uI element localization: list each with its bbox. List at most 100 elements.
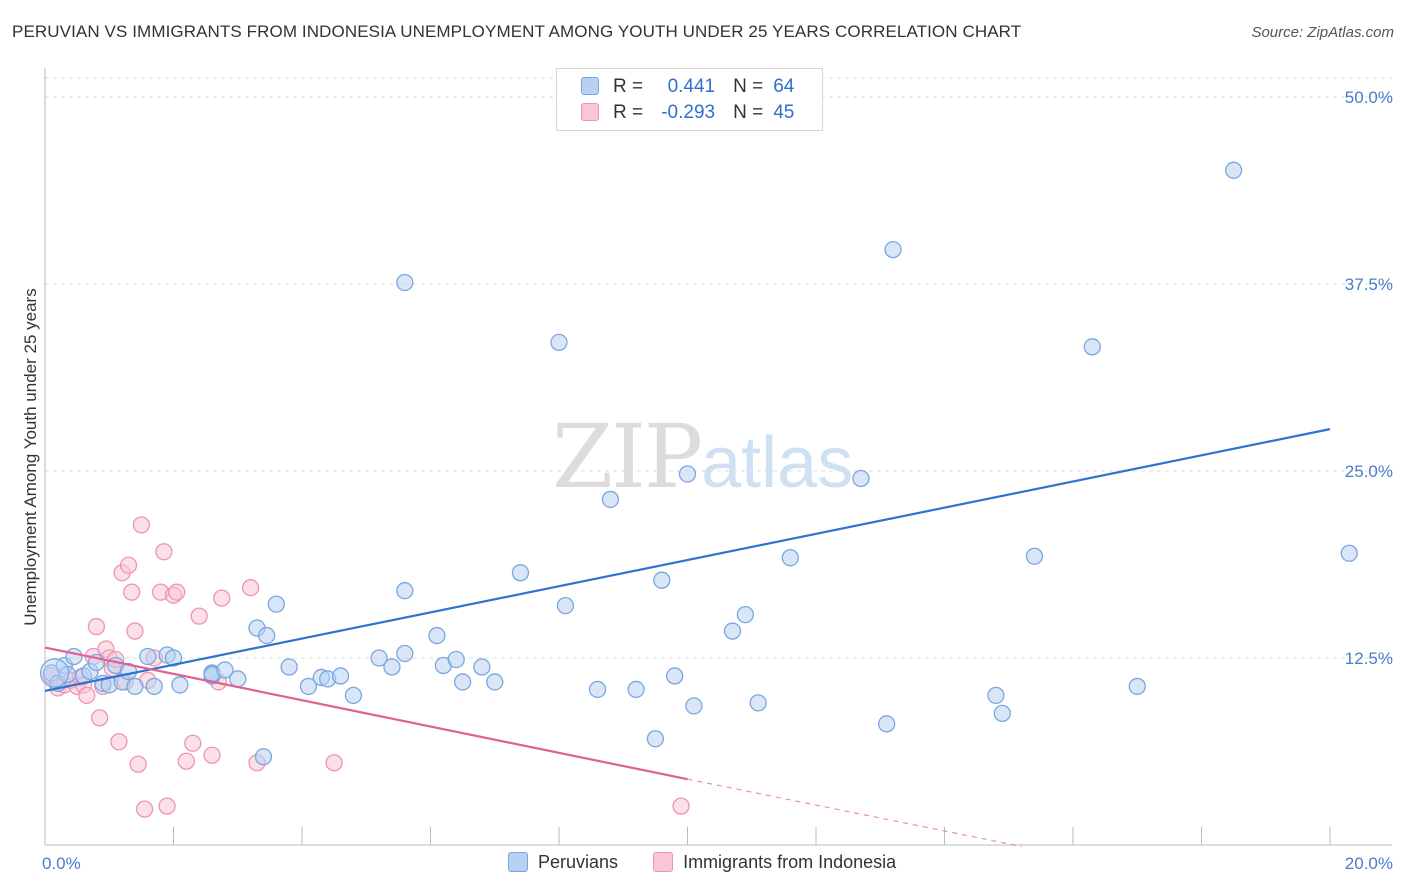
peruvian-point [396,273,414,292]
peruvian-point [878,715,896,733]
peruvian-point [216,661,234,679]
peruvian-point [1083,338,1101,356]
peruvian-point [1025,547,1044,565]
y-tick-label: 37.5% [1345,275,1393,294]
legend-n-value: 64 [773,76,795,97]
legend-swatch-blue [508,852,528,872]
peruvian-point [646,730,665,748]
peruvian-point [428,626,446,645]
peruvian-point [126,677,144,696]
y-tick-label: 25.0% [1345,462,1393,481]
peruvian-point [65,647,83,666]
peruvian-point [171,676,189,694]
y-axis-label: Unemployment Among Youth under 25 years [21,288,40,625]
x-tick-label-start: 0.0% [42,854,81,873]
legend-r-label: R = [613,76,644,97]
indonesia-point [203,746,221,764]
peruvian-point [556,596,575,615]
legend-n-value: 45 [773,102,795,123]
legend-item-peruvians[interactable]: Peruvians [508,852,618,873]
indonesia-point [325,754,343,772]
legend-swatch-blue [581,77,599,95]
chart-title: PERUVIAN VS IMMIGRANTS FROM INDONESIA UN… [12,22,1022,41]
peruvian-point [280,658,298,676]
legend-swatch-pink [653,852,674,872]
indonesia-trend-line [44,646,688,781]
peruvian-point [1224,161,1243,179]
legend-row-peruvians: R = 0.441 N = 64 [581,76,794,100]
watermark-atlas: atlas [701,423,854,503]
peruvian-point [1128,677,1146,696]
peruvian-point [299,677,318,696]
peruvian-point [736,605,754,624]
watermark: ZIPatlas [552,405,853,508]
peruvian-point [344,686,363,705]
indonesia-point [78,686,96,705]
legend-r-value: 0.441 [667,76,716,97]
peruvian-point [653,571,671,589]
peruvian-point [258,626,276,645]
x-tick-label-end: 20.0% [1345,854,1393,873]
peruvian-point [993,704,1011,723]
indonesia-point [177,752,196,770]
correlation-legend: R = 0.441 N = 64 R = -0.293 N = 45 [556,68,823,131]
legend-label-peruvians: Peruvians [538,852,619,872]
indonesia-point [155,543,173,561]
peruvian-point [1340,544,1358,562]
peruvian-point [254,748,273,766]
peruvian-cluster-point [39,658,70,688]
indonesia-point [158,797,176,815]
indonesia-point [184,734,202,752]
peruvian-point [267,595,285,613]
peruvian-point [145,677,163,696]
peruvian-point [139,647,157,666]
watermark-zip: ZIP [552,405,703,508]
peruvian-point [601,490,620,509]
indonesia-point [672,797,690,815]
peruvian-point [447,650,465,669]
indonesia-point [119,556,138,574]
peruvian-point [852,469,870,488]
legend-n-label: N = [733,102,764,123]
series-legend: Peruvians Immigrants from Indonesia [508,852,926,873]
grid-lines [45,77,1392,659]
indonesia-point [87,617,106,636]
peruvian-point [229,670,247,688]
legend-r-value: -0.293 [661,102,716,123]
axes [44,68,1392,846]
peruvian-trend-line [44,428,1331,692]
peruvian-point [396,582,414,600]
peruvian-point [164,649,183,667]
indonesia-point [129,755,147,773]
legend-swatch-pink [581,103,599,121]
indonesia-point [190,607,208,625]
peruvian-point [627,680,645,699]
peruvian-point [511,564,530,582]
trend-lines [44,428,1331,848]
y-tick-label: 50.0% [1345,88,1393,107]
peruvian-point [685,697,703,715]
peruvian-point [781,549,799,567]
legend-r-label: R = [613,102,644,123]
indonesia-point [123,583,141,601]
indonesia-point [213,589,231,607]
indonesia-point [126,622,144,640]
y-tick-label: 12.5% [1345,649,1393,668]
peruvian-point [331,667,350,685]
indonesia-point [132,516,151,534]
indonesia-point [135,800,154,818]
legend-item-indonesia[interactable]: Immigrants from Indonesia [653,852,896,873]
legend-label-indonesia: Immigrants from Indonesia [683,852,897,872]
source-label: Source: ZipAtlas.com [1251,24,1394,41]
indonesia-point [90,709,109,727]
peruvian-point [678,465,697,483]
peruvian-point [550,333,568,351]
legend-n-label: N = [733,76,764,97]
peruvian-point [396,644,414,663]
peruvian-point [473,658,491,676]
peruvian-point [383,658,401,676]
peruvian-point [666,667,684,685]
peruvian-point [453,673,472,691]
peruvian-point [723,622,742,640]
